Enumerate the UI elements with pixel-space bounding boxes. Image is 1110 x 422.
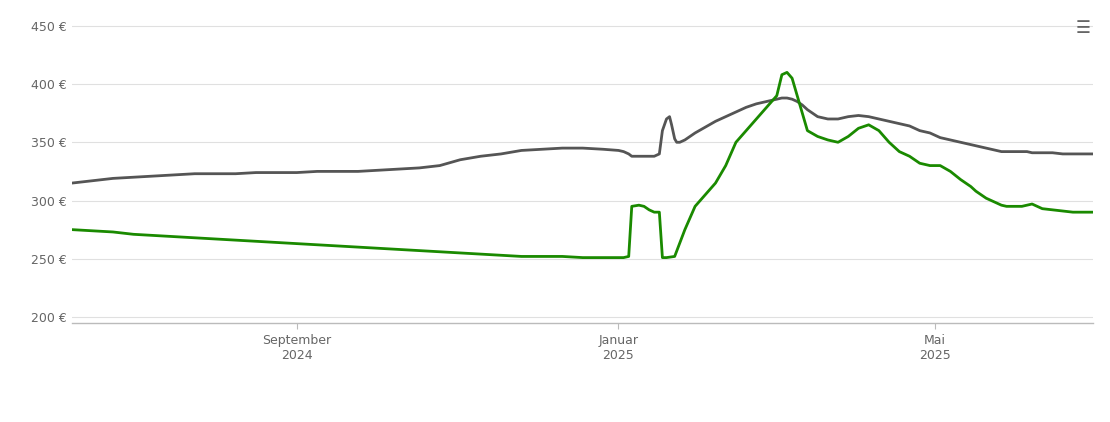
Text: ☰: ☰ [1076, 19, 1090, 37]
